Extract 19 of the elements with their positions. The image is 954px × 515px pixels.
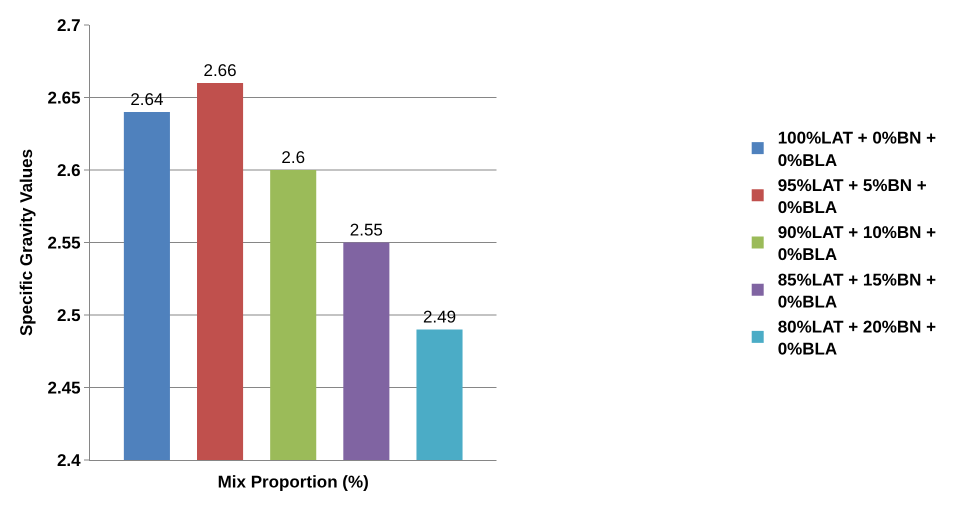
- legend-label: 90%LAT + 10%BN + 0%BLA: [778, 223, 936, 264]
- legend-label: 95%LAT + 5%BN + 0%BLA: [778, 176, 927, 217]
- legend-label: 100%LAT + 0%BN + 0%BLA: [778, 128, 936, 170]
- y-tick-label: 2.6: [56, 160, 81, 180]
- y-tick-label: 2.5: [56, 306, 81, 325]
- y-tick-label: 2.7: [56, 16, 81, 35]
- data-label: 2.49: [422, 308, 456, 326]
- x-axis-title: Mix Proportion (%): [218, 472, 369, 492]
- data-label: 2.55: [350, 220, 383, 240]
- y-tick-label: 2.45: [48, 378, 81, 398]
- data-label: 2.6: [281, 148, 306, 167]
- legend-label: 80%LAT + 20%BN + 0%BLA: [778, 317, 936, 359]
- y-axis-title: Specific Gravity Values: [17, 148, 36, 336]
- y-tick-label: 2.65: [48, 88, 81, 108]
- data-label: 2.64: [130, 90, 164, 109]
- y-tick-label: 2.55: [48, 233, 81, 252]
- legend-label: 85%LAT + 15%BN + 0%BLA: [778, 270, 936, 312]
- data-label: 2.66: [204, 61, 237, 80]
- y-tick-label: 2.4: [56, 450, 82, 470]
